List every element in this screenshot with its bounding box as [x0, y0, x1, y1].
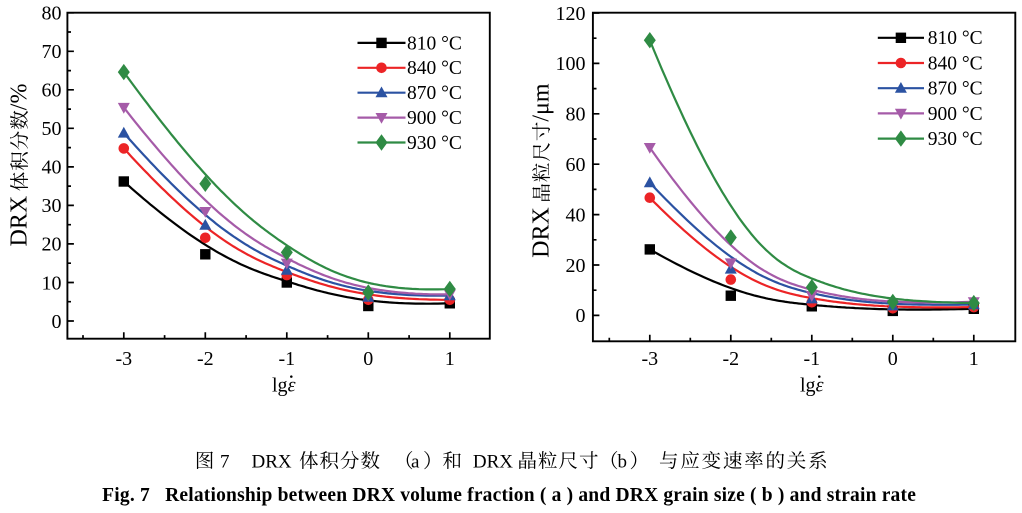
svg-text:-3: -3 — [641, 348, 658, 370]
svg-text:60: 60 — [566, 154, 586, 176]
svg-text:-1: -1 — [278, 348, 295, 370]
svg-text:0: 0 — [888, 348, 898, 370]
svg-text:Fig. 7 Relationship between: Fig. 7 Relationship between DRX volume f… — [102, 485, 916, 506]
svg-text:DRX: DRX — [529, 207, 555, 258]
svg-text:10: 10 — [42, 272, 62, 294]
svg-text:-2: -2 — [197, 348, 214, 370]
svg-text:100: 100 — [556, 53, 586, 75]
svg-text:20: 20 — [42, 234, 62, 256]
svg-text:930 °C: 930 °C — [407, 133, 462, 154]
svg-text:900 °C: 900 °C — [928, 104, 983, 125]
svg-text:50: 50 — [42, 118, 62, 140]
svg-text:0: 0 — [52, 311, 62, 333]
svg-text:0: 0 — [576, 305, 586, 327]
svg-text:870 °C: 870 °C — [928, 79, 983, 100]
svg-text:80: 80 — [566, 104, 586, 126]
svg-text:/%: /% — [7, 84, 33, 111]
svg-text:-2: -2 — [722, 348, 739, 370]
svg-text:1: 1 — [969, 348, 979, 370]
svg-text:810 °C: 810 °C — [407, 33, 462, 54]
svg-text:-3: -3 — [115, 348, 132, 370]
svg-text:30: 30 — [42, 195, 62, 217]
svg-text:DRX: DRX — [252, 452, 292, 473]
svg-text:810 °C: 810 °C — [928, 28, 983, 49]
svg-text:lgε: lgε — [272, 375, 296, 397]
svg-text:60: 60 — [42, 80, 62, 102]
svg-text:870 °C: 870 °C — [407, 83, 462, 104]
svg-text:900 °C: 900 °C — [407, 108, 462, 129]
svg-text:a: a — [411, 452, 420, 473]
svg-text:7: 7 — [220, 452, 230, 473]
svg-text:40: 40 — [42, 157, 62, 179]
svg-text:DRX: DRX — [473, 452, 513, 473]
svg-text:0: 0 — [363, 348, 373, 370]
svg-text:/μm: /μm — [529, 83, 555, 122]
svg-text:930 °C: 930 °C — [928, 129, 983, 150]
svg-text:20: 20 — [566, 255, 586, 277]
svg-text:-1: -1 — [803, 348, 820, 370]
svg-text:lgε: lgε — [800, 375, 824, 397]
svg-text:70: 70 — [42, 41, 62, 63]
svg-text:b: b — [618, 452, 628, 473]
svg-text:120: 120 — [556, 3, 586, 25]
svg-text:40: 40 — [566, 204, 586, 226]
svg-text:80: 80 — [42, 3, 62, 25]
svg-text:1: 1 — [445, 348, 455, 370]
svg-text:840 °C: 840 °C — [407, 58, 462, 79]
svg-text:840 °C: 840 °C — [928, 53, 983, 74]
svg-text:DRX: DRX — [7, 196, 33, 247]
